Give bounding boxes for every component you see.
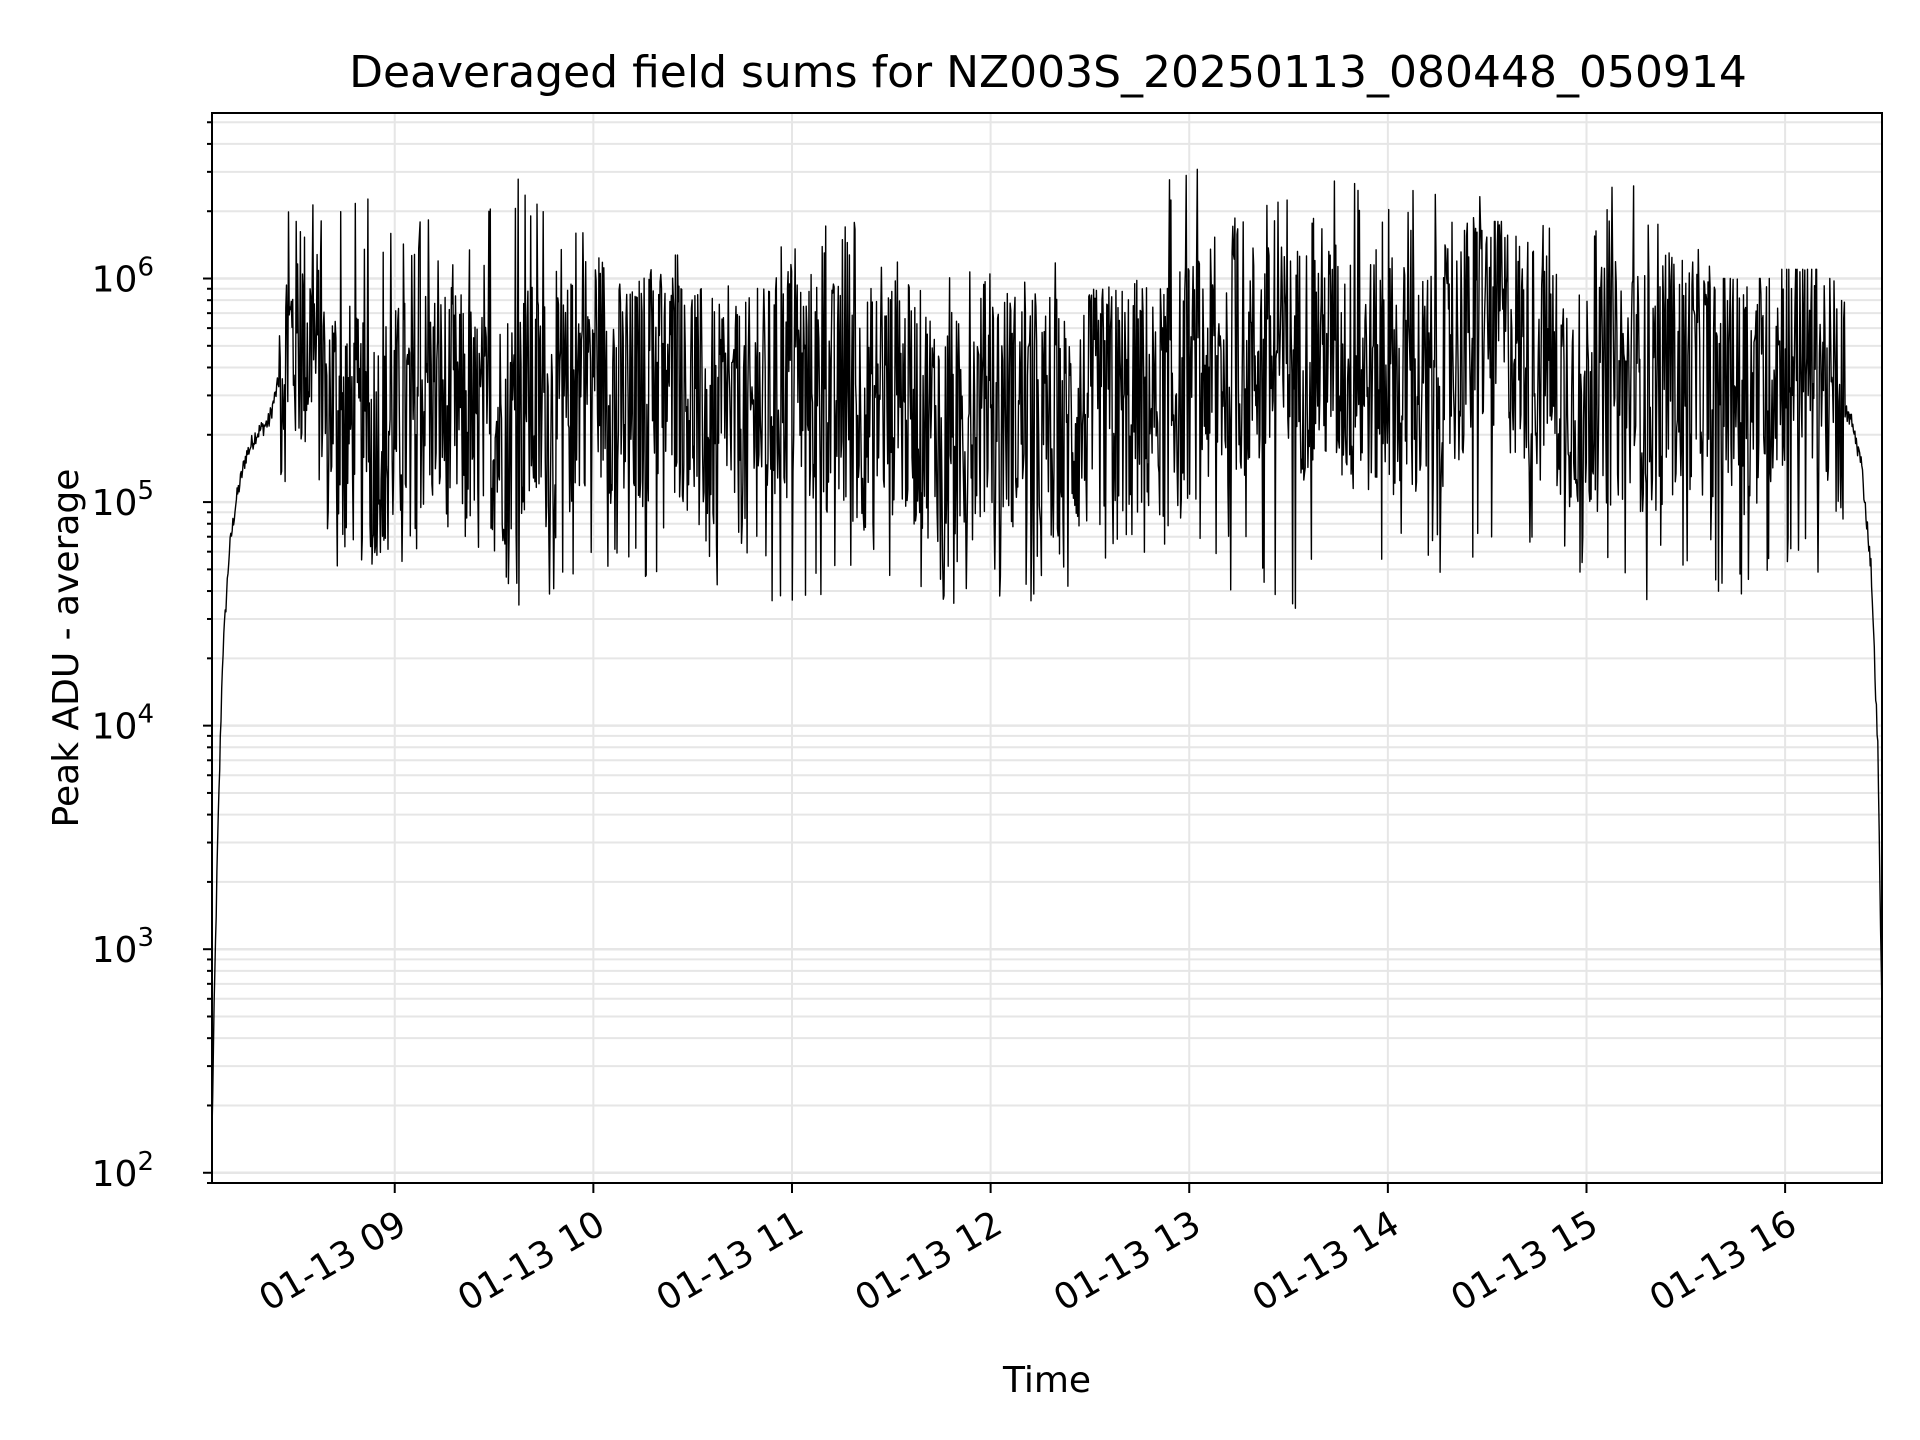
- y-tick-label: 104: [92, 700, 154, 748]
- y-axis: 102 103 104 105 106: [92, 121, 212, 1195]
- data-series: [211, 168, 1883, 1131]
- y-tick-label: 102: [92, 1147, 154, 1195]
- plot-frame: [211, 112, 1883, 1184]
- y-axis-label: Peak ADU - average: [46, 469, 87, 828]
- y-tick-label: 105: [92, 476, 154, 524]
- y-tick-label: 103: [92, 923, 154, 971]
- series-line: [211, 168, 1883, 1131]
- x-axis-label: Time: [1002, 1360, 1091, 1401]
- y-tick-label: 106: [92, 253, 154, 301]
- chart-title: Deaveraged field sums for NZ003S_2025011…: [349, 47, 1747, 98]
